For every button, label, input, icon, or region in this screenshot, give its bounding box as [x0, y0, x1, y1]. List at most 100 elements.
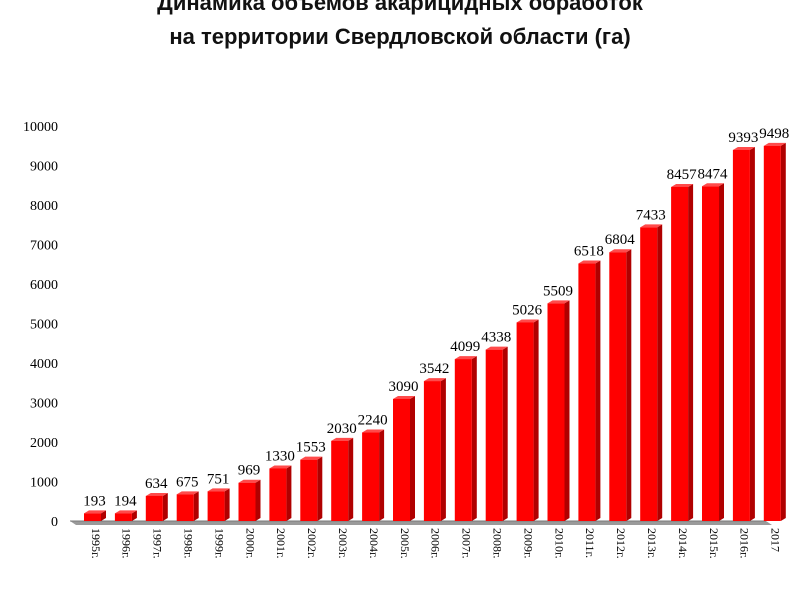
y-tick-label: 6000: [30, 278, 58, 293]
x-category-label: 2010г.: [552, 528, 566, 559]
bar-front: [547, 303, 565, 521]
bar-front: [578, 263, 596, 521]
bar-top: [269, 465, 292, 469]
bar-top: [547, 300, 570, 304]
bar-front: [207, 491, 225, 521]
bar: [732, 146, 755, 521]
x-category-label: 1999г.: [212, 528, 226, 559]
data-label: 2030: [327, 421, 357, 437]
bar: [640, 224, 663, 522]
chart-title: Динамика объемов акарицидных обработок н…: [0, 0, 800, 54]
bar-side: [657, 224, 663, 522]
x-category-label: 2016г.: [738, 528, 752, 559]
bar-front: [145, 495, 163, 521]
y-tick-label: 8000: [30, 199, 58, 214]
bar-top: [485, 346, 508, 350]
bar-top: [454, 356, 477, 360]
bar-top: [114, 510, 137, 514]
bar-front: [300, 459, 318, 521]
bar-side: [533, 319, 539, 521]
bar-side: [193, 491, 199, 521]
x-category-label: 2006г.: [429, 528, 443, 559]
x-category-label: 2002г.: [305, 528, 319, 559]
bar-side: [101, 510, 106, 521]
bar-front: [702, 186, 719, 522]
bar-top: [238, 479, 261, 483]
bar: [114, 510, 137, 521]
x-category-label: 2000г.: [243, 528, 257, 559]
bar-front: [671, 186, 689, 522]
data-label: 9393: [728, 130, 758, 146]
bar: [84, 510, 106, 521]
floor-plane: [70, 521, 772, 525]
bar-side: [255, 479, 261, 521]
bar-side: [502, 346, 508, 521]
data-label: 675: [176, 474, 199, 490]
bar-top: [578, 260, 601, 264]
bar-front: [763, 145, 781, 522]
bar-side: [749, 146, 755, 521]
chart-title-line-1: Динамика объемов акарицидных обработок: [157, 0, 643, 15]
bar-side: [626, 249, 632, 521]
data-label: 6804: [605, 232, 636, 248]
data-label: 3090: [389, 379, 419, 395]
y-tick-label: 0: [51, 515, 58, 530]
bar-top: [176, 491, 199, 495]
bar: [609, 249, 632, 521]
data-label: 194: [114, 493, 137, 509]
bar-side: [224, 488, 230, 521]
bar-top: [423, 378, 446, 382]
bar-top: [609, 249, 632, 253]
data-label: 7433: [636, 207, 666, 223]
bar: [207, 488, 230, 521]
bar-side: [162, 492, 168, 521]
bar-top: [145, 492, 168, 496]
y-tick-label: 5000: [30, 318, 58, 333]
bar-front: [238, 482, 256, 521]
bar: [238, 479, 261, 521]
bar-side: [131, 510, 137, 521]
y-tick-label: 1000: [30, 476, 58, 491]
bar-side: [410, 395, 415, 521]
x-category-label: 2001г.: [274, 528, 288, 559]
bar-side: [688, 183, 694, 522]
bar-side: [471, 356, 477, 521]
x-category-label: 1997г.: [151, 528, 165, 559]
x-category-label: 2004г.: [367, 528, 381, 559]
bar-front: [454, 359, 472, 521]
x-category-label: 2013г.: [645, 528, 659, 559]
x-category-label: 2009г.: [521, 528, 535, 559]
x-category-label: 1998г.: [181, 528, 195, 559]
data-label: 4099: [450, 339, 480, 355]
bar-front: [269, 468, 287, 521]
bar: [331, 437, 354, 521]
bars: [84, 142, 786, 522]
bar-front: [732, 149, 750, 521]
data-label: 1553: [296, 440, 326, 456]
data-label: 4338: [481, 330, 511, 346]
bar-top: [207, 488, 230, 492]
bar-side: [440, 378, 446, 521]
x-category-label: 2015г.: [707, 528, 721, 559]
y-tick-label: 2000: [30, 436, 58, 451]
chart-floor: [70, 520, 772, 525]
bar-side: [564, 300, 570, 521]
data-label: 6518: [574, 244, 604, 260]
bar-side: [317, 456, 323, 521]
bar-front: [331, 440, 349, 521]
x-category-label: 2017: [769, 528, 783, 552]
bar-top: [84, 510, 106, 514]
bar-side: [780, 142, 786, 522]
data-label: 969: [238, 463, 261, 479]
x-category-label: 2011г.: [583, 528, 597, 558]
data-label: 2240: [358, 413, 388, 429]
bar: [516, 319, 539, 521]
bar-front: [485, 349, 503, 521]
data-label: 1330: [265, 448, 295, 464]
bar-front: [393, 398, 410, 521]
bar: [300, 456, 323, 521]
bar: [547, 300, 570, 521]
y-tick-label: 9000: [30, 160, 58, 175]
